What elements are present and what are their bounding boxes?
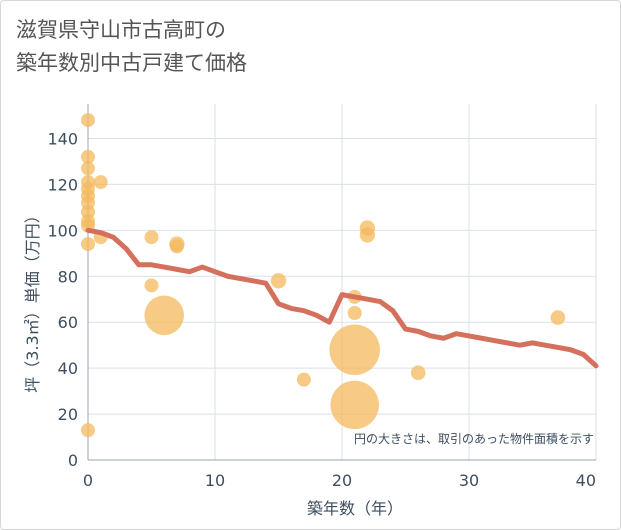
x-axis-label: 築年数（年） [307,499,403,518]
data-point-27 [410,365,426,381]
data-point-24 [330,380,379,430]
data-point-20 [296,372,311,387]
y-tick-label-100: 100 [47,221,78,240]
bubble-layer [81,113,566,438]
x-tick-label-0: 0 [83,471,93,490]
y-tick-label-20: 20 [58,405,78,424]
average-price-line [85,227,599,369]
y-tick-label-120: 120 [47,175,78,194]
x-tick-label-40: 40 [576,471,596,490]
data-point-2 [81,161,95,176]
x-tick-label-30: 30 [459,471,479,490]
data-point-28 [550,310,566,325]
y-tick-label-80: 80 [58,267,78,286]
data-point-11 [81,423,95,438]
y-axis-label: 坪（3.3㎡）単価（万円） [23,207,42,392]
data-point-26 [359,227,376,243]
chart-title-line-2: 築年数別中古戸建て価格 [16,51,247,75]
bubble-size-note: 円の大きさは、取引のあった物件面積を示す [354,431,594,446]
y-tick-label-0: 0 [68,451,78,470]
data-point-23 [329,324,380,375]
data-point-10 [81,237,95,252]
data-point-16 [144,295,184,336]
data-point-22 [347,306,362,321]
x-tick-label-20: 20 [332,471,352,490]
tick-labels: 0 20 40 60 80 100 120 140 0 10 20 30 40 [47,129,596,490]
chart-title-line-1: 滋賀県守山市古高町の [16,18,226,42]
data-point-19 [270,273,287,289]
x-tick-label-10: 10 [205,471,225,490]
y-tick-label-140: 140 [47,129,78,148]
data-point-1 [81,149,95,164]
data-point-0 [81,113,95,128]
y-tick-label-40: 40 [58,359,78,378]
data-point-12 [93,175,108,190]
data-point-15 [144,278,159,293]
data-point-14 [144,230,159,245]
y-tick-label-60: 60 [58,313,78,332]
trend-line-layer [85,227,599,369]
data-point-18 [169,239,184,254]
chart-title: 滋賀県守山市古高町の 築年数別中古戸建て価格 [16,14,247,80]
